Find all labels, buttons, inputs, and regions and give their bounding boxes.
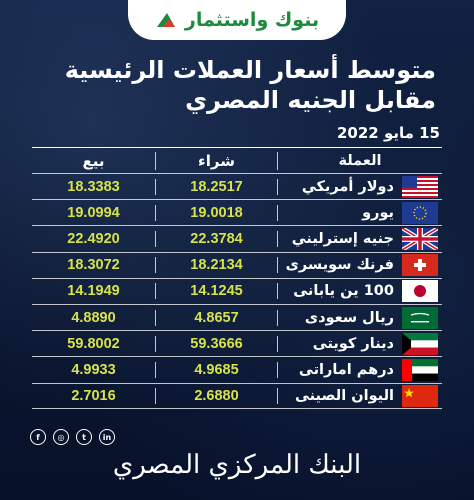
rates-table: العملة شراء بيع دولار أمريكي 18.2517 18.… <box>32 147 442 409</box>
sell-rate: 4.8890 <box>32 309 156 326</box>
central-bank-signature: البنك المركزي المصري <box>112 450 362 480</box>
buy-rate: 22.3784 <box>156 230 278 247</box>
header-buy: شراء <box>156 151 278 170</box>
table-row: درهم اماراتى 4.9685 4.9933 <box>32 356 442 382</box>
linkedin-icon[interactable]: in <box>99 429 115 445</box>
instagram-icon[interactable]: ◎ <box>53 429 69 445</box>
facebook-icon[interactable]: f <box>30 429 46 445</box>
twitter-icon[interactable]: t <box>76 429 92 445</box>
brand-logo[interactable]: بنوك واستثمار <box>128 0 346 40</box>
header-currency: العملة <box>338 152 382 169</box>
currency-name: ريال سعودى <box>304 309 394 326</box>
cn-flag-icon <box>402 384 438 407</box>
buy-rate: 18.2517 <box>156 178 278 195</box>
sell-rate: 22.4920 <box>32 230 156 247</box>
buy-rate: 19.0018 <box>156 204 278 221</box>
sa-flag-icon <box>402 306 438 329</box>
table-row: 100 ين يابانى 14.1245 14.1949 <box>32 277 442 304</box>
page-title: متوسط أسعار العملات الرئيسية مقابل الجني… <box>65 55 436 115</box>
kw-flag-icon <box>402 332 438 355</box>
social-links: f ◎ t in <box>30 429 115 445</box>
table-row: جنيه إسترليني 22.3784 22.4920 <box>32 225 442 251</box>
title-line-2: مقابل الجنيه المصري <box>185 86 436 114</box>
buy-rate: 59.3666 <box>156 335 278 352</box>
currency-name: 100 ين يابانى <box>293 283 394 300</box>
sell-rate: 4.9933 <box>32 361 156 378</box>
table-row: اليوان الصينى 2.6880 2.7016 <box>32 382 442 409</box>
ch-flag-icon <box>402 254 438 277</box>
table-row: دينار كويتى 59.3666 59.8002 <box>32 330 442 356</box>
table-row: ريال سعودى 4.8657 4.8890 <box>32 303 442 330</box>
jp-flag-icon <box>402 280 438 303</box>
sell-rate: 14.1949 <box>32 283 156 300</box>
currency-name: اليوان الصينى <box>294 387 394 404</box>
buy-rate: 2.6880 <box>156 387 278 404</box>
header-sell: بيع <box>32 151 156 170</box>
date-label: 15 مايو 2022 <box>336 124 440 142</box>
buy-rate: 14.1245 <box>156 283 278 300</box>
currency-name: درهم اماراتى <box>298 361 394 378</box>
logo-mark-icon <box>156 13 175 27</box>
currency-name: دينار كويتى <box>312 335 394 352</box>
table-row: فرنك سويسرى 18.2134 18.3072 <box>32 251 442 278</box>
buy-rate: 18.2134 <box>156 257 278 274</box>
table-row: يورو 19.0018 19.0994 <box>32 199 442 225</box>
table-row: دولار أمريكي 18.2517 18.3383 <box>32 173 442 199</box>
buy-rate: 4.9685 <box>156 361 278 378</box>
currency-name: دولار أمريكي <box>301 178 394 195</box>
currency-name: جنيه إسترليني <box>291 230 394 247</box>
sell-rate: 19.0994 <box>32 204 156 221</box>
us-flag-icon <box>402 175 438 198</box>
sell-rate: 2.7016 <box>32 387 156 404</box>
currency-name: يورو <box>362 204 394 221</box>
uk-flag-icon <box>402 227 438 250</box>
buy-rate: 4.8657 <box>156 309 278 326</box>
table-header: العملة شراء بيع <box>32 147 442 173</box>
sell-rate: 18.3072 <box>32 257 156 274</box>
brand-name: بنوك واستثمار <box>184 9 320 31</box>
title-line-1: متوسط أسعار العملات الرئيسية <box>64 56 436 84</box>
currency-name: فرنك سويسرى <box>285 257 394 274</box>
eu-flag-icon <box>402 201 438 224</box>
sell-rate: 18.3383 <box>32 178 156 195</box>
sell-rate: 59.8002 <box>32 335 156 352</box>
ae-flag-icon <box>402 358 438 381</box>
